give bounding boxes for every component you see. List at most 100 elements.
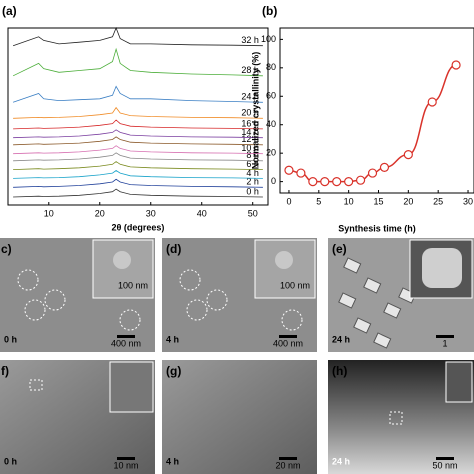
series-label: 12 h <box>241 134 259 144</box>
scale-bar <box>436 335 454 338</box>
inset <box>109 361 154 413</box>
scale-bar <box>279 457 297 460</box>
series-label: 14 h <box>241 127 259 137</box>
panel-label: (g) <box>166 364 181 378</box>
x-tick-label: 50 <box>248 208 258 218</box>
data-point <box>296 168 306 178</box>
series-label: 24 h <box>241 92 259 102</box>
data-point <box>284 165 294 175</box>
data-point <box>451 60 461 70</box>
scale-bar <box>279 335 297 338</box>
series-label: 2 h <box>246 177 259 187</box>
scale-label: 50 nm <box>432 460 457 470</box>
highlight-circle <box>179 269 201 291</box>
data-point <box>427 97 437 107</box>
highlight-circle <box>17 269 39 291</box>
crystal <box>383 302 402 319</box>
series-label: 20 h <box>241 108 259 118</box>
x-axis-label: 2θ (degrees) <box>112 222 165 232</box>
panel-label: (h) <box>332 364 347 378</box>
data-point <box>379 162 390 172</box>
trend-line <box>288 64 457 183</box>
time-label: 0 h <box>4 334 17 344</box>
x-tick-label: 25 <box>433 196 443 206</box>
data-point <box>332 177 342 187</box>
data-point <box>403 149 413 160</box>
x-tick-label: 30 <box>463 196 473 206</box>
xrd-pattern <box>13 152 263 162</box>
inset <box>254 239 316 299</box>
scale-label: 10 nm <box>113 460 138 470</box>
scale-bar <box>117 335 135 338</box>
scale-bar <box>436 457 454 460</box>
time-label: 24 h <box>332 334 350 344</box>
xrd-pattern <box>13 145 263 155</box>
inset <box>445 361 473 403</box>
time-label: 0 h <box>4 456 17 466</box>
inset-scale: 100 nm <box>280 280 310 290</box>
xrd-pattern <box>13 170 263 179</box>
xrd-pattern <box>13 188 263 198</box>
data-point <box>367 168 378 178</box>
highlight-circle <box>119 309 141 331</box>
zoom-box <box>389 411 403 425</box>
data-point <box>308 177 318 187</box>
x-tick-label: 20 <box>403 196 413 206</box>
y-tick-label: 20 <box>266 148 276 158</box>
x-tick-label: 20 <box>95 208 105 218</box>
data-point <box>320 177 330 187</box>
series-label: 32 h <box>241 35 259 45</box>
data-point <box>344 177 354 187</box>
y-tick-label: 60 <box>266 91 276 101</box>
x-tick-label: 15 <box>373 196 383 206</box>
x-tick-label: 0 <box>286 196 291 206</box>
x-tick-label: 30 <box>146 208 156 218</box>
panel-label: f) <box>1 364 9 378</box>
x-tick-label: 10 <box>344 196 354 206</box>
highlight-circle <box>24 299 46 321</box>
series-label: 6 h <box>246 159 259 169</box>
series-label: 16 h <box>241 118 259 128</box>
x-tick-label: 5 <box>316 196 321 206</box>
inset-scale: 100 nm <box>118 280 148 290</box>
y-tick-label: 0 <box>271 176 276 186</box>
panel-label: (e) <box>332 242 347 256</box>
time-label: 24 h <box>332 456 350 466</box>
panel-label: (b) <box>262 4 277 18</box>
panel-label: (d) <box>166 242 181 256</box>
y-axis-label: Normalized crystallinity (%) <box>250 52 260 170</box>
xrd-pattern <box>12 85 263 103</box>
scale-label: 400 nm <box>111 338 141 348</box>
crystal <box>363 277 382 294</box>
xrd-pattern <box>12 47 263 77</box>
xrd-pattern <box>13 161 263 170</box>
y-tick-label: 40 <box>266 119 276 129</box>
series-label: 8 h <box>246 150 259 160</box>
xrd-pattern <box>13 119 263 130</box>
zoom-box <box>29 379 43 391</box>
highlight-circle <box>281 309 303 331</box>
series-label: 10 h <box>241 143 259 153</box>
x-tick-label: 40 <box>197 208 207 218</box>
scale-label: 20 nm <box>275 460 300 470</box>
panel-label: c) <box>1 242 12 256</box>
inset-crystal <box>422 248 462 288</box>
series-label: 0 h <box>246 186 259 196</box>
series-label: 28 h <box>241 65 259 75</box>
inset-particle <box>275 251 293 269</box>
frame <box>279 27 474 194</box>
time-label: 4 h <box>166 456 179 466</box>
crystal <box>353 317 372 334</box>
scale-bar <box>117 457 135 460</box>
xrd-pattern <box>13 106 263 119</box>
inset <box>92 239 154 299</box>
panel-label: (a) <box>2 4 17 18</box>
data-point <box>355 175 366 185</box>
crystal <box>338 292 357 309</box>
crystal <box>343 257 362 274</box>
crystal <box>373 332 392 349</box>
frame <box>7 27 269 206</box>
highlight-circle <box>206 289 228 311</box>
micrograph <box>162 360 317 474</box>
